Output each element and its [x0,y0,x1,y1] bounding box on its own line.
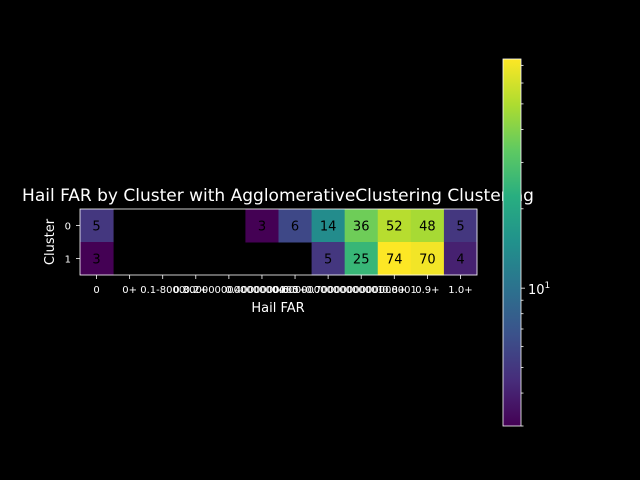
cell-value-label: 4 [456,253,464,268]
heatmap-cells: 5 3 6 14 36 52 48 53 5 25 74 70 4 [80,209,478,276]
x-tick-label: 0.7000000000000001 [306,285,417,296]
colorbar-frame [502,58,522,427]
x-axis-ticks: 0 0+ 0.1-80000.2+0.30000000000000040.40000… [93,275,473,296]
x-tick-label: 0.1-8000 [140,285,185,296]
cell-value-label: 14 [320,220,337,235]
heatmap-cell [80,242,114,276]
colorbar-gradient [503,59,521,426]
colorbar-major-tick-label: 101 [528,281,550,298]
x-tick-label: 0 [93,285,99,296]
cell-value-label: 74 [386,253,403,268]
colorbar-ticks [521,64,525,427]
x-tick-label: 0.9+ [415,285,439,296]
heatmap-cell [344,242,379,276]
heatmap-cell [344,209,379,243]
heatmap-cell [443,209,478,243]
heatmap-cell [443,242,478,276]
heatmap-cell [377,242,412,276]
y-axis-label: Cluster [43,218,58,265]
x-tick-label: 0.5+ [283,285,307,296]
x-tick-label: 0.8+ [382,285,406,296]
x-tick-label: 0.6000000000000001 [272,285,383,296]
cell-value-label: 3 [92,253,100,268]
chart-title: Hail FAR by Cluster with AgglomerativeCl… [22,186,534,206]
heatmap-cell [311,242,346,276]
cell-value-label: 3 [258,220,266,235]
colorbar: 101 [502,58,550,427]
heatmap-cell [80,209,114,243]
x-tick-label: 1.0+ [448,285,472,296]
plot-frame [79,208,478,276]
cell-value-label: 70 [419,253,436,268]
cell-value-label: 5 [324,253,332,268]
heatmap-cell [410,242,445,276]
x-tick-label: 0+ [122,285,137,296]
x-tick-label: 0.2+ [184,285,208,296]
cell-value-label: 6 [291,220,299,235]
heatmap-cell [278,209,313,243]
cell-value-label: 5 [92,220,100,235]
x-tick-label: 0.4000000000 [225,285,298,296]
y-tick-label: 1 [65,255,71,266]
y-axis-ticks: 01 [65,222,80,266]
y-tick-label: 0 [65,222,71,233]
heatmap-cell [377,209,412,243]
cell-value-label: 5 [456,220,464,235]
cell-value-label: 36 [353,220,370,235]
heatmap-cell [245,209,279,243]
cell-value-label: 52 [386,220,403,235]
heatmap-cell [410,209,445,243]
heatmap-cell [311,209,346,243]
cell-value-label: 48 [419,220,436,235]
cell-value-label: 25 [353,253,370,268]
x-axis-label: Hail FAR [251,301,304,316]
x-tick-label: 0.3000000000000004 [173,285,284,296]
